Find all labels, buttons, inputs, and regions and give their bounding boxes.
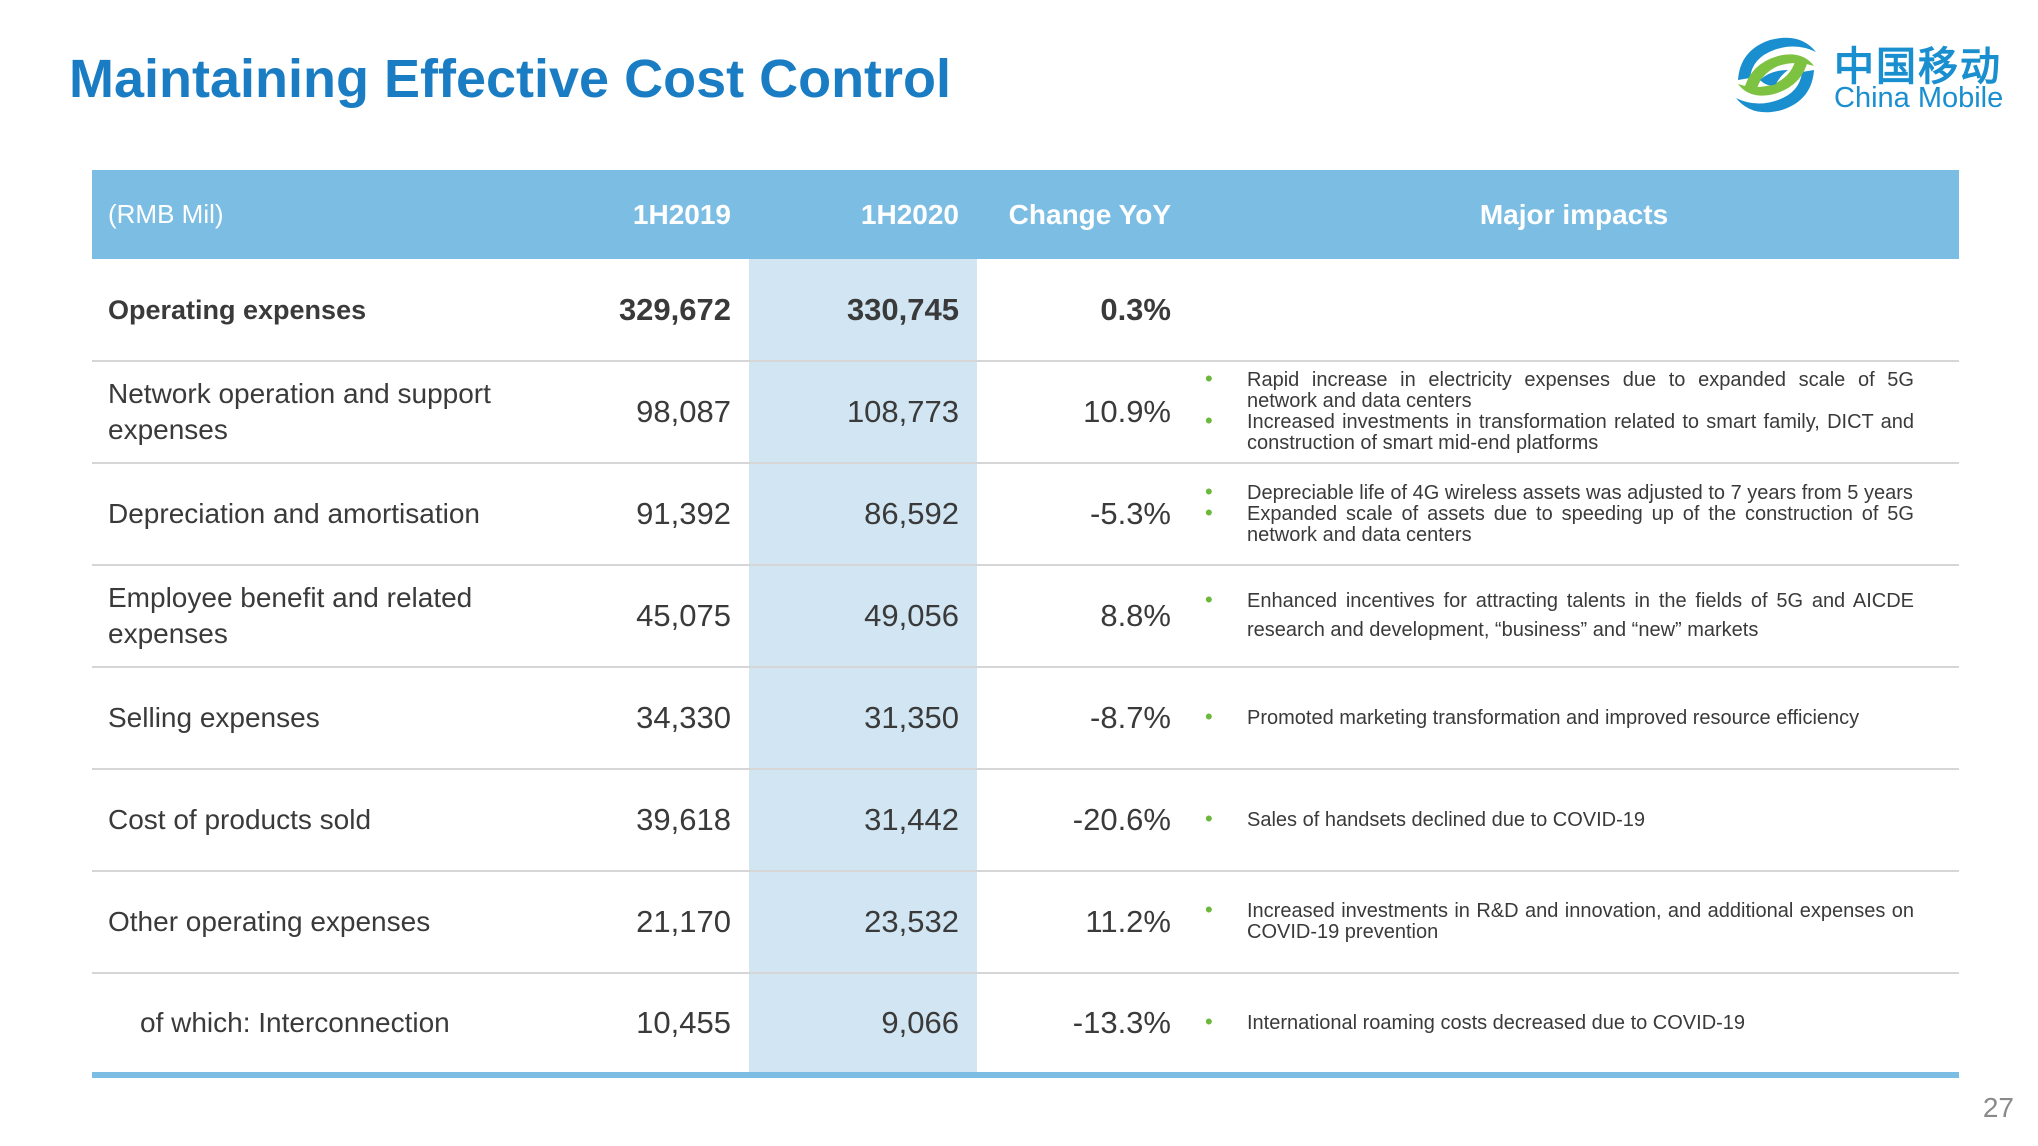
impact-item: • Sales of handsets declined due to COVID… [1205, 805, 1646, 831]
row-label: of which: Interconnection [140, 1007, 450, 1038]
value-change-yoy: -5.3% [1090, 496, 1171, 531]
impacts-cell: • Rapid increase in electricity expenses … [1189, 361, 1959, 463]
value-change-yoy: -8.7% [1090, 700, 1171, 735]
header-1h2020: 1H2020 [860, 198, 959, 230]
value-1h2020: 9,066 [749, 973, 977, 1075]
impact-item: • Increased investments in R&D and innova… [1205, 897, 1914, 943]
china-mobile-logo-icon [1736, 37, 1816, 113]
value-1h2019: 10,455 [636, 1005, 731, 1040]
impact-item: • Depreciable life of 4G wireless assets … [1205, 478, 1913, 504]
header-major-impacts: Major impacts [1479, 198, 1669, 230]
table-row: Network operation and support expenses 9… [92, 361, 1959, 463]
table-row: Depreciation and amortisation 91,392 86,… [92, 463, 1959, 565]
bullet-icon: • [1205, 1008, 1213, 1034]
value-1h2019: 91,392 [636, 496, 731, 531]
row-label: Network operation and support expenses [108, 378, 491, 445]
impacts-cell [1189, 259, 1959, 361]
bullet-icon: • [1205, 478, 1213, 504]
value-1h2020: 23,532 [749, 871, 977, 973]
impacts-cell: • Sales of handsets declined due to COVID… [1189, 769, 1959, 871]
impact-item: • Expanded scale of assets due to speedin… [1205, 499, 1914, 546]
table-row: Other operating expenses 21,170 23,532 1… [92, 871, 1959, 973]
value-change-yoy: 0.3% [1100, 291, 1171, 327]
value-1h2020: 86,592 [749, 463, 977, 565]
bullet-icon: • [1205, 408, 1213, 433]
page-number: 27 [1982, 1092, 2014, 1123]
row-label: Employee benefit and related expenses [108, 582, 473, 649]
company-logo: 中国移动 China Mobile [1730, 30, 2010, 120]
bullet-icon: • [1205, 897, 1213, 922]
value-1h2020: 330,745 [749, 259, 977, 361]
page-title: Maintaining Effective Cost Control [69, 49, 952, 109]
row-label: Cost of products sold [108, 804, 372, 835]
value-change-yoy: -13.3% [1072, 1005, 1171, 1040]
value-1h2020: 108,773 [749, 361, 977, 463]
header-1h2019: 1H2019 [632, 198, 731, 230]
table-row: Cost of products sold 39,618 31,442 -20.… [92, 769, 1959, 871]
row-label: Operating expenses [108, 294, 367, 325]
row-label: Selling expenses [108, 702, 320, 733]
value-1h2019: 329,672 [618, 291, 731, 327]
value-change-yoy: 8.8% [1100, 598, 1171, 633]
value-1h2020: 31,350 [749, 667, 977, 769]
table-row: Selling expenses 34,330 31,350 -8.7% • Pr… [92, 667, 1959, 769]
table-row: of which: Interconnection 10,455 9,066 -… [92, 973, 1959, 1075]
bullet-icon: • [1205, 805, 1213, 831]
value-1h2019: 21,170 [636, 904, 731, 939]
value-1h2019: 39,618 [636, 802, 731, 837]
value-1h2019: 34,330 [636, 700, 731, 735]
value-1h2019: 98,087 [636, 394, 731, 429]
bullet-icon: • [1205, 587, 1213, 612]
impact-item: • International roaming costs decreased d… [1205, 1008, 1746, 1034]
value-1h2020: 31,442 [749, 769, 977, 871]
impact-item: • Enhanced incentives for attracting tale… [1205, 587, 1914, 641]
impacts-cell: • International roaming costs decreased d… [1189, 973, 1959, 1075]
logo-english-text: China Mobile [1834, 82, 2004, 114]
bullet-icon: • [1205, 366, 1213, 391]
logo-chinese-text: 中国移动 [1834, 44, 2002, 90]
header-change-yoy: Change YoY [1008, 198, 1171, 230]
value-change-yoy: 11.2% [1085, 904, 1171, 939]
table-row: Employee benefit and related expenses 45… [92, 565, 1959, 667]
impact-item: • Promoted marketing transformation and i… [1205, 703, 1860, 729]
cost-table: (RMB Mil) 1H2019 1H2020 Change YoY Major… [92, 170, 1959, 1078]
impacts-cell: • Depreciable life of 4G wireless assets … [1189, 463, 1959, 565]
row-label: Depreciation and amortisation [108, 498, 480, 529]
value-change-yoy: -20.6% [1072, 802, 1171, 837]
value-1h2020: 49,056 [749, 565, 977, 667]
impact-item: • Rapid increase in electricity expenses … [1205, 366, 1914, 412]
impacts-cell: • Increased investments in R&D and innova… [1189, 871, 1959, 973]
header-unit: (RMB Mil) [108, 199, 224, 229]
bullet-icon: • [1205, 703, 1213, 729]
value-1h2019: 45,075 [636, 598, 731, 633]
impacts-cell: • Promoted marketing transformation and i… [1189, 667, 1959, 769]
impact-item: • Increased investments in transformation… [1205, 408, 1914, 454]
value-change-yoy: 10.9% [1083, 394, 1171, 429]
table-header-row: (RMB Mil) 1H2019 1H2020 Change YoY Major… [92, 170, 1959, 259]
bullet-icon: • [1205, 499, 1213, 525]
row-label: Other operating expenses [108, 906, 431, 937]
impacts-cell: • Enhanced incentives for attracting tale… [1189, 565, 1959, 667]
table-row: Operating expenses 329,672 330,745 0.3% [92, 259, 1959, 361]
